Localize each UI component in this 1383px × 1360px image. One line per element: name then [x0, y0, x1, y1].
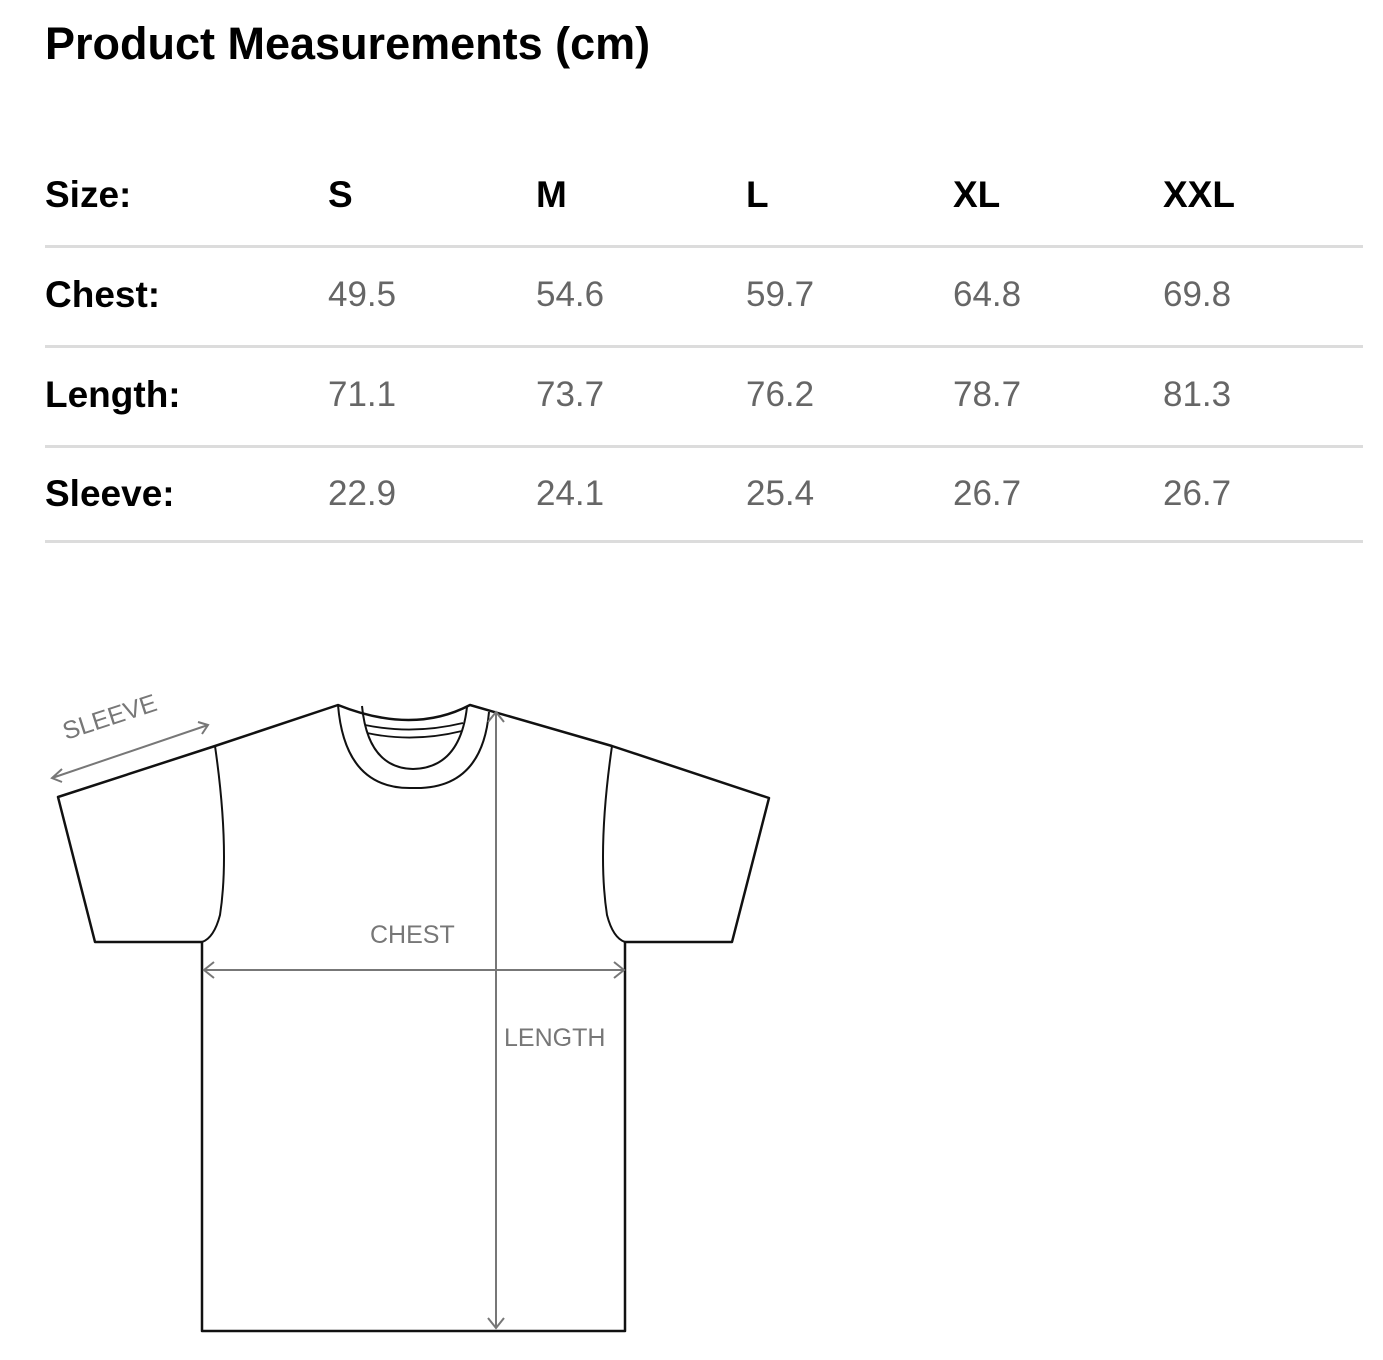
chest-label: CHEST [370, 921, 455, 949]
sleeve-arrow [50, 721, 210, 783]
length-arrow [487, 710, 505, 1330]
table-row: Sleeve: 22.9 24.1 25.4 26.7 26.7 [45, 445, 1363, 543]
page-title: Product Measurements (cm) [45, 18, 651, 69]
cell-value: 26.7 [1163, 474, 1232, 513]
row-label: Size: [45, 174, 132, 215]
row-label: Chest: [45, 274, 161, 315]
chest-arrow [202, 961, 626, 979]
cell-value: 73.7 [536, 375, 605, 414]
cell-value: 22.9 [328, 474, 397, 513]
size-s: S [328, 174, 353, 215]
row-label: Sleeve: [45, 473, 175, 514]
cell-value: 71.1 [328, 375, 397, 414]
cell-value: 78.7 [953, 375, 1022, 414]
cell-value: 49.5 [328, 275, 397, 314]
measure-arrows [50, 710, 626, 1330]
cell-value: 69.8 [1163, 275, 1232, 314]
size-m: M [536, 174, 567, 215]
cell-value: 25.4 [746, 474, 815, 513]
cell-value: 81.3 [1163, 375, 1232, 414]
cell-value: 59.7 [746, 275, 815, 314]
cell-value: 64.8 [953, 275, 1022, 314]
size-l: L [746, 174, 769, 215]
cell-value: 54.6 [536, 275, 605, 314]
cell-value: 76.2 [746, 375, 815, 414]
cell-value: 26.7 [953, 474, 1022, 513]
row-label: Length: [45, 374, 181, 415]
table-row: Length: 71.1 73.7 76.2 78.7 81.3 [45, 345, 1363, 448]
tshirt-outline [56, 703, 771, 1333]
size-header-row: Size: S M L XL XXL [45, 145, 1363, 248]
size-xxl: XXL [1163, 174, 1235, 215]
cell-value: 24.1 [536, 474, 605, 513]
sleeve-label: SLEEVE [59, 689, 160, 746]
length-label: LENGTH [504, 1024, 605, 1052]
table-row: Chest: 49.5 54.6 59.7 64.8 69.8 [45, 245, 1363, 348]
size-xl: XL [953, 174, 1001, 215]
